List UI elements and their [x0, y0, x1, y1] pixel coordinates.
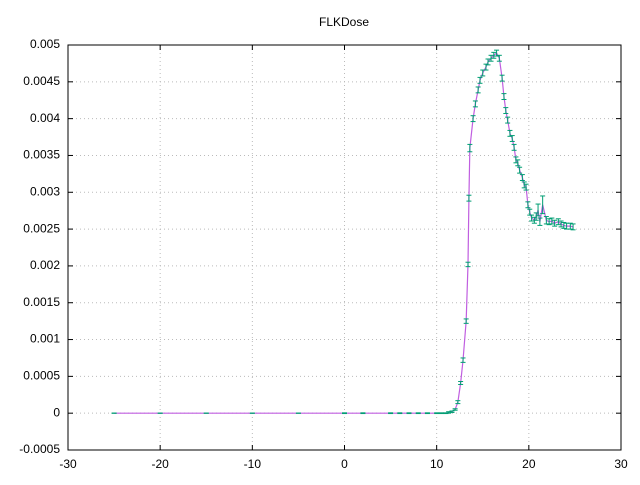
y-tick-label: 0.004 [30, 111, 60, 125]
y-tick-label: 0.0005 [23, 369, 60, 383]
y-tick-label: 0.0015 [23, 295, 60, 309]
x-tick-label: 20 [522, 457, 536, 471]
y-tick-label: 0 [53, 405, 60, 419]
error-bar [342, 413, 347, 414]
error-bar [407, 413, 412, 414]
error-bar [434, 413, 439, 414]
error-bar [425, 413, 430, 414]
x-tick-label: -20 [151, 457, 169, 471]
error-bar [416, 413, 421, 414]
error-bar [439, 413, 444, 414]
y-tick-label: -0.0005 [19, 442, 60, 456]
y-tick-label: 0.005 [30, 37, 60, 51]
y-tick-label: 0.0045 [23, 74, 60, 88]
x-tick-label: -30 [59, 457, 77, 471]
error-bar [397, 413, 402, 414]
error-bar [360, 413, 365, 414]
x-tick-label: -10 [244, 457, 262, 471]
y-tick-label: 0.003 [30, 184, 60, 198]
y-tick-label: 0.0035 [23, 148, 60, 162]
y-tick-label: 0.001 [30, 332, 60, 346]
chart-title: FLKDose [319, 15, 369, 29]
error-bar [388, 413, 393, 414]
x-tick-label: 0 [341, 457, 348, 471]
y-tick-label: 0.0025 [23, 221, 60, 235]
y-tick-label: 0.002 [30, 258, 60, 272]
x-tick-label: 10 [430, 457, 444, 471]
x-tick-label: 30 [614, 457, 628, 471]
